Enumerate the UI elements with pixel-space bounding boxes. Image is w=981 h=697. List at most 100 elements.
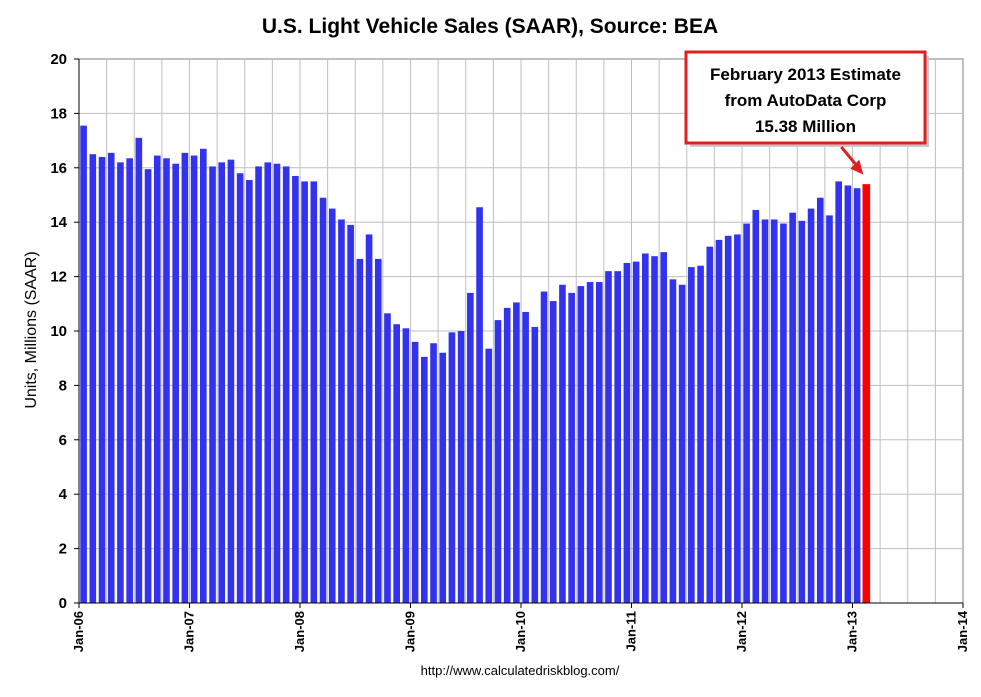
- y-tick-label: 4: [59, 486, 68, 503]
- bar: [577, 286, 585, 603]
- y-tick-label: 6: [59, 432, 67, 449]
- bar: [365, 234, 373, 603]
- bar: [476, 207, 483, 604]
- bar: [347, 224, 354, 604]
- bar: [540, 291, 548, 603]
- y-tick-label: 0: [59, 595, 67, 612]
- bar: [752, 209, 760, 603]
- bar: [80, 125, 87, 603]
- y-tick-label: 10: [50, 323, 67, 340]
- bar: [513, 302, 520, 603]
- bar: [770, 219, 778, 604]
- bar: [264, 162, 272, 604]
- y-tick-label: 14: [50, 214, 67, 231]
- y-tick-label: 16: [50, 160, 67, 177]
- bar: [310, 181, 318, 603]
- bar: [227, 159, 235, 603]
- bar: [844, 185, 852, 604]
- bar: [614, 271, 621, 603]
- bar: [126, 158, 133, 603]
- bar: [328, 208, 336, 603]
- chart-title: U.S. Light Vehicle Sales (SAAR), Source:…: [262, 15, 718, 38]
- bar: [393, 324, 400, 603]
- bar: [632, 261, 640, 603]
- y-axis-label: Units, Millions (SAAR): [23, 251, 40, 408]
- x-tick-label: Jan-11: [624, 611, 639, 651]
- axis-layer: 0 2 4 6 8 10 12 14 16 18 20 Jan-06 Jan-07 Jan-08 Jan-0…: [50, 51, 970, 652]
- bar: [724, 235, 732, 604]
- bar: [338, 219, 345, 604]
- callout-text-line: 15.38 Million: [755, 117, 856, 136]
- bar: [531, 326, 539, 603]
- bar: [163, 158, 170, 603]
- bar: [255, 166, 262, 603]
- bar: [761, 219, 769, 604]
- bar: [559, 284, 566, 603]
- source-url[interactable]: http://www.calculatedriskblog.com/: [421, 663, 620, 678]
- bar: [200, 148, 207, 603]
- bar: [743, 223, 750, 603]
- bar: [623, 263, 631, 603]
- bar: [780, 223, 787, 603]
- bar: [356, 258, 364, 603]
- bar: [439, 352, 447, 603]
- bar: [503, 307, 511, 603]
- bar: [209, 166, 216, 603]
- x-tick-label: Jan-08: [292, 611, 307, 652]
- bar: [678, 284, 686, 603]
- bar: [485, 348, 493, 603]
- x-tick-label: Jan-13: [845, 611, 860, 652]
- bar: [688, 267, 695, 603]
- callout-layer: February 2013 Estimate from AutoData Corp…: [684, 50, 929, 175]
- x-tick-label: Jan-07: [182, 611, 197, 652]
- y-tick-label: 18: [50, 105, 67, 122]
- bar: [430, 343, 437, 603]
- bar: [798, 220, 806, 603]
- bar: [605, 271, 612, 603]
- bar: [522, 311, 529, 603]
- bar: [89, 154, 97, 603]
- callout-arrow-head: [850, 159, 864, 175]
- bar: [660, 252, 668, 603]
- bar: [292, 175, 299, 603]
- bar: [144, 169, 152, 603]
- bar: [117, 162, 124, 604]
- bar: [181, 152, 189, 603]
- bar: [642, 253, 649, 604]
- bar: [98, 156, 106, 604]
- x-tick-label: Jan-06: [71, 611, 86, 652]
- bar: [172, 163, 179, 603]
- bar: [236, 173, 244, 604]
- bar-layer: [80, 125, 871, 604]
- bar: [568, 292, 575, 603]
- bar: [402, 328, 410, 603]
- bar-highlight: [862, 184, 871, 604]
- bar: [706, 246, 714, 603]
- callout-text-line: from AutoData Corp: [725, 91, 887, 110]
- grid-layer: [78, 58, 964, 604]
- bar: [384, 313, 391, 603]
- bar: [467, 292, 474, 603]
- bar: [826, 215, 833, 603]
- bar: [421, 356, 428, 603]
- bar: [457, 331, 465, 603]
- x-tick-label: Jan-10: [513, 611, 528, 652]
- x-tick-label: Jan-14: [955, 610, 970, 652]
- bar: [218, 162, 226, 604]
- bar: [153, 155, 161, 603]
- bar: [835, 181, 842, 603]
- bar: [448, 332, 456, 603]
- y-tick-label: 2: [59, 541, 67, 558]
- bar: [853, 188, 861, 603]
- bar: [494, 320, 502, 603]
- callout-text-line: February 2013 Estimate: [710, 65, 901, 84]
- y-tick-label: 8: [59, 377, 67, 394]
- bar: [586, 282, 594, 603]
- bar: [374, 258, 382, 603]
- bar: [135, 137, 143, 603]
- bar: [651, 256, 658, 603]
- bar: [789, 212, 796, 603]
- bar: [319, 197, 327, 603]
